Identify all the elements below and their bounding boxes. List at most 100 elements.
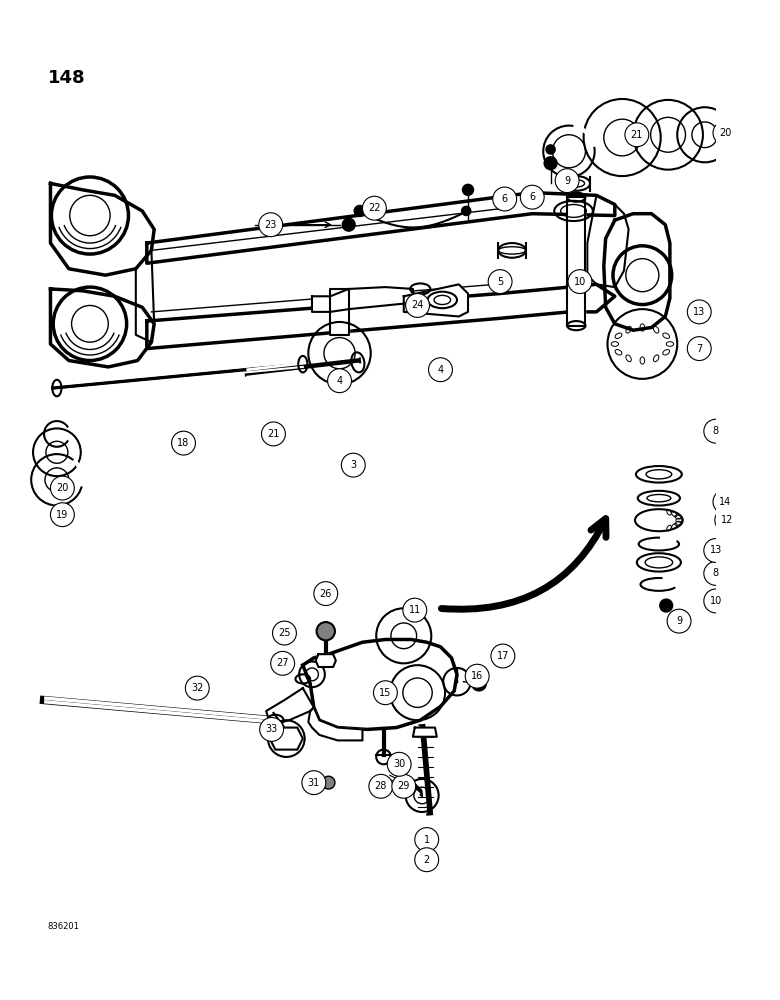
Polygon shape: [331, 289, 349, 335]
Circle shape: [272, 621, 296, 645]
Circle shape: [271, 651, 295, 675]
Circle shape: [342, 218, 355, 231]
Text: 21: 21: [268, 429, 280, 439]
Circle shape: [363, 196, 386, 220]
Polygon shape: [567, 197, 586, 326]
Circle shape: [51, 476, 74, 500]
Circle shape: [415, 848, 438, 872]
Text: 25: 25: [278, 628, 291, 638]
Text: 26: 26: [320, 589, 332, 599]
Circle shape: [428, 358, 452, 382]
Circle shape: [374, 681, 397, 705]
Text: 13: 13: [693, 307, 705, 317]
Circle shape: [317, 622, 335, 640]
Text: 32: 32: [191, 683, 204, 693]
Circle shape: [354, 205, 365, 216]
Polygon shape: [51, 183, 154, 275]
Text: 9: 9: [676, 616, 682, 626]
Polygon shape: [270, 728, 303, 750]
Text: 24: 24: [411, 300, 424, 310]
Text: 19: 19: [56, 510, 69, 520]
Circle shape: [704, 561, 728, 585]
Text: 11: 11: [409, 605, 421, 615]
Circle shape: [546, 145, 555, 154]
Text: 29: 29: [398, 781, 410, 791]
Circle shape: [462, 206, 471, 216]
Text: 14: 14: [719, 497, 731, 507]
Text: 2: 2: [424, 855, 430, 865]
Text: 18: 18: [177, 438, 190, 448]
Circle shape: [520, 185, 544, 209]
Polygon shape: [316, 654, 336, 667]
Circle shape: [415, 828, 438, 851]
Text: 9: 9: [564, 176, 570, 186]
Polygon shape: [147, 193, 615, 263]
Text: 20: 20: [718, 128, 731, 138]
FancyArrowPatch shape: [441, 519, 606, 609]
Circle shape: [302, 771, 326, 795]
Circle shape: [704, 589, 728, 613]
Circle shape: [555, 169, 579, 193]
Circle shape: [493, 187, 516, 211]
Polygon shape: [587, 195, 629, 287]
Text: 1: 1: [424, 835, 430, 845]
Text: 17: 17: [497, 651, 509, 661]
Polygon shape: [308, 707, 363, 740]
Polygon shape: [604, 214, 670, 330]
Text: 27: 27: [276, 658, 289, 668]
Circle shape: [463, 184, 473, 195]
Text: 8: 8: [713, 568, 719, 578]
Text: 10: 10: [710, 596, 722, 606]
Polygon shape: [136, 250, 154, 342]
Text: 5: 5: [497, 277, 503, 287]
Circle shape: [342, 453, 365, 477]
Circle shape: [704, 539, 728, 562]
Circle shape: [660, 599, 672, 612]
Text: 31: 31: [308, 778, 320, 788]
Polygon shape: [413, 728, 437, 737]
Circle shape: [544, 157, 557, 170]
Text: 4: 4: [336, 376, 342, 386]
Circle shape: [406, 294, 430, 317]
Text: 20: 20: [56, 483, 69, 493]
Circle shape: [714, 508, 739, 532]
Polygon shape: [404, 284, 468, 316]
Circle shape: [568, 270, 592, 294]
Text: 12: 12: [721, 515, 733, 525]
Text: 4: 4: [438, 365, 444, 375]
Circle shape: [775, 128, 780, 152]
Text: 148: 148: [48, 69, 85, 87]
Circle shape: [261, 422, 285, 446]
Circle shape: [314, 582, 338, 606]
Circle shape: [369, 774, 393, 798]
Circle shape: [328, 369, 352, 393]
Text: 7: 7: [696, 344, 702, 354]
Circle shape: [667, 609, 691, 633]
Circle shape: [322, 776, 335, 789]
Text: 10: 10: [574, 277, 586, 287]
Circle shape: [472, 676, 487, 691]
Text: 22: 22: [368, 203, 381, 213]
Text: 21: 21: [631, 130, 643, 140]
Circle shape: [687, 300, 711, 324]
Circle shape: [259, 213, 282, 237]
Text: 6: 6: [529, 192, 535, 202]
Text: 8: 8: [713, 426, 719, 436]
Circle shape: [713, 490, 737, 514]
Text: 28: 28: [374, 781, 387, 791]
Polygon shape: [303, 639, 457, 729]
Text: 30: 30: [393, 759, 406, 769]
Text: 16: 16: [471, 671, 484, 681]
Circle shape: [491, 644, 515, 668]
Circle shape: [713, 121, 737, 145]
Polygon shape: [266, 688, 314, 725]
Circle shape: [172, 431, 196, 455]
Circle shape: [704, 419, 728, 443]
Text: 15: 15: [379, 688, 392, 698]
Circle shape: [51, 503, 74, 527]
Circle shape: [392, 774, 416, 798]
Circle shape: [625, 123, 649, 147]
Polygon shape: [51, 289, 154, 367]
Circle shape: [387, 752, 411, 776]
Text: 23: 23: [264, 220, 277, 230]
